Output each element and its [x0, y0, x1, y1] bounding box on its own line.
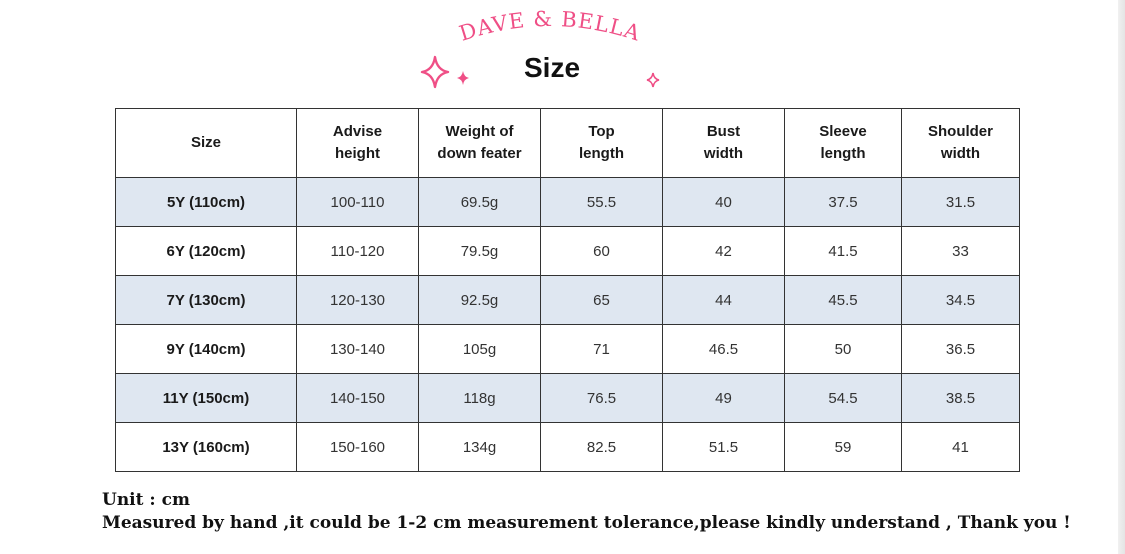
- measurement-cell: 120-130: [296, 275, 419, 325]
- measurement-cell: 150-160: [296, 422, 419, 472]
- measurement-cell: 69.5g: [418, 177, 541, 227]
- measurement-cell: 59: [784, 422, 902, 472]
- measurement-cell: 41: [901, 422, 1020, 472]
- sparkle-icon: [420, 55, 450, 89]
- size-chart-table: Size Advise height Weight of down feater To…: [115, 108, 1020, 472]
- measurement-cell: 40: [662, 177, 785, 227]
- table-row: 7Y (130cm) 120-130 92.5g 65 44 45.5 34.5: [115, 275, 1020, 325]
- size-cell: 6Y (120cm): [115, 226, 297, 276]
- measurement-cell: 38.5: [901, 373, 1020, 423]
- measurement-cell: 50: [784, 324, 902, 374]
- column-header: Shoulder width: [901, 108, 1020, 178]
- size-cell: 11Y (150cm): [115, 373, 297, 423]
- measurement-cell: 76.5: [540, 373, 663, 423]
- measurement-cell: 134g: [418, 422, 541, 472]
- measurement-cell: 60: [540, 226, 663, 276]
- measurement-cell: 54.5: [784, 373, 902, 423]
- measurement-cell: 71: [540, 324, 663, 374]
- measurement-cell: 31.5: [901, 177, 1020, 227]
- measurement-cell: 33: [901, 226, 1020, 276]
- measurement-cell: 105g: [418, 324, 541, 374]
- measurement-cell: 110-120: [296, 226, 419, 276]
- sparkle-icon: [646, 72, 660, 88]
- unit-note: Unit : cm: [102, 490, 190, 510]
- measurement-cell: 55.5: [540, 177, 663, 227]
- brand-logo-text: DAVE & BELLA: [456, 7, 643, 46]
- brand-name: DAVE & BELLA: [456, 7, 642, 46]
- column-header: Bust width: [662, 108, 785, 178]
- measurement-cell: 130-140: [296, 324, 419, 374]
- measurement-cell: 51.5: [662, 422, 785, 472]
- table-row: 11Y (150cm) 140-150 118g 76.5 49 54.5 38.5: [115, 373, 1020, 423]
- table-row: 5Y (110cm) 100-110 69.5g 55.5 40 37.5 31.5: [115, 177, 1020, 227]
- column-header: Top length: [540, 108, 663, 178]
- column-header: Sleeve length: [784, 108, 902, 178]
- measurement-cell: 44: [662, 275, 785, 325]
- measurement-cell: 82.5: [540, 422, 663, 472]
- measurement-cell: 46.5: [662, 324, 785, 374]
- measurement-cell: 36.5: [901, 324, 1020, 374]
- brand-logo: DAVE & BELLA: [440, 2, 660, 50]
- size-cell: 9Y (140cm): [115, 324, 297, 374]
- measurement-cell: 42: [662, 226, 785, 276]
- measurement-cell: 34.5: [901, 275, 1020, 325]
- table-row: 9Y (140cm) 130-140 105g 71 46.5 50 36.5: [115, 324, 1020, 374]
- size-cell: 5Y (110cm): [115, 177, 297, 227]
- measurement-cell: 45.5: [784, 275, 902, 325]
- page-title: Size: [523, 52, 581, 83]
- measurement-cell: 92.5g: [418, 275, 541, 325]
- column-header: Advise height: [296, 108, 419, 178]
- measurement-cell: 41.5: [784, 226, 902, 276]
- table-row: 6Y (120cm) 110-120 79.5g 60 42 41.5 33: [115, 226, 1020, 276]
- measurement-cell: 79.5g: [418, 226, 541, 276]
- column-header: Weight of down feater: [418, 108, 541, 178]
- measurement-cell: 118g: [418, 373, 541, 423]
- disclaimer-note: Measured by hand ,it could be 1-2 cm mea…: [102, 513, 1071, 533]
- measurement-cell: 37.5: [784, 177, 902, 227]
- sparkle-icon: [456, 70, 470, 86]
- page-edge: [1118, 0, 1125, 554]
- measurement-cell: 49: [662, 373, 785, 423]
- measurement-cell: 100-110: [296, 177, 419, 227]
- size-cell: 13Y (160cm): [115, 422, 297, 472]
- measurement-cell: 65: [540, 275, 663, 325]
- measurement-cell: 140-150: [296, 373, 419, 423]
- size-cell: 7Y (130cm): [115, 275, 297, 325]
- notes: Unit : cm Measured by hand ,it could be …: [102, 489, 1102, 535]
- column-header: Size: [115, 108, 297, 178]
- table-row: 13Y (160cm) 150-160 134g 82.5 51.5 59 41: [115, 422, 1020, 472]
- table-header-row: Size Advise height Weight of down feater To…: [115, 108, 1020, 178]
